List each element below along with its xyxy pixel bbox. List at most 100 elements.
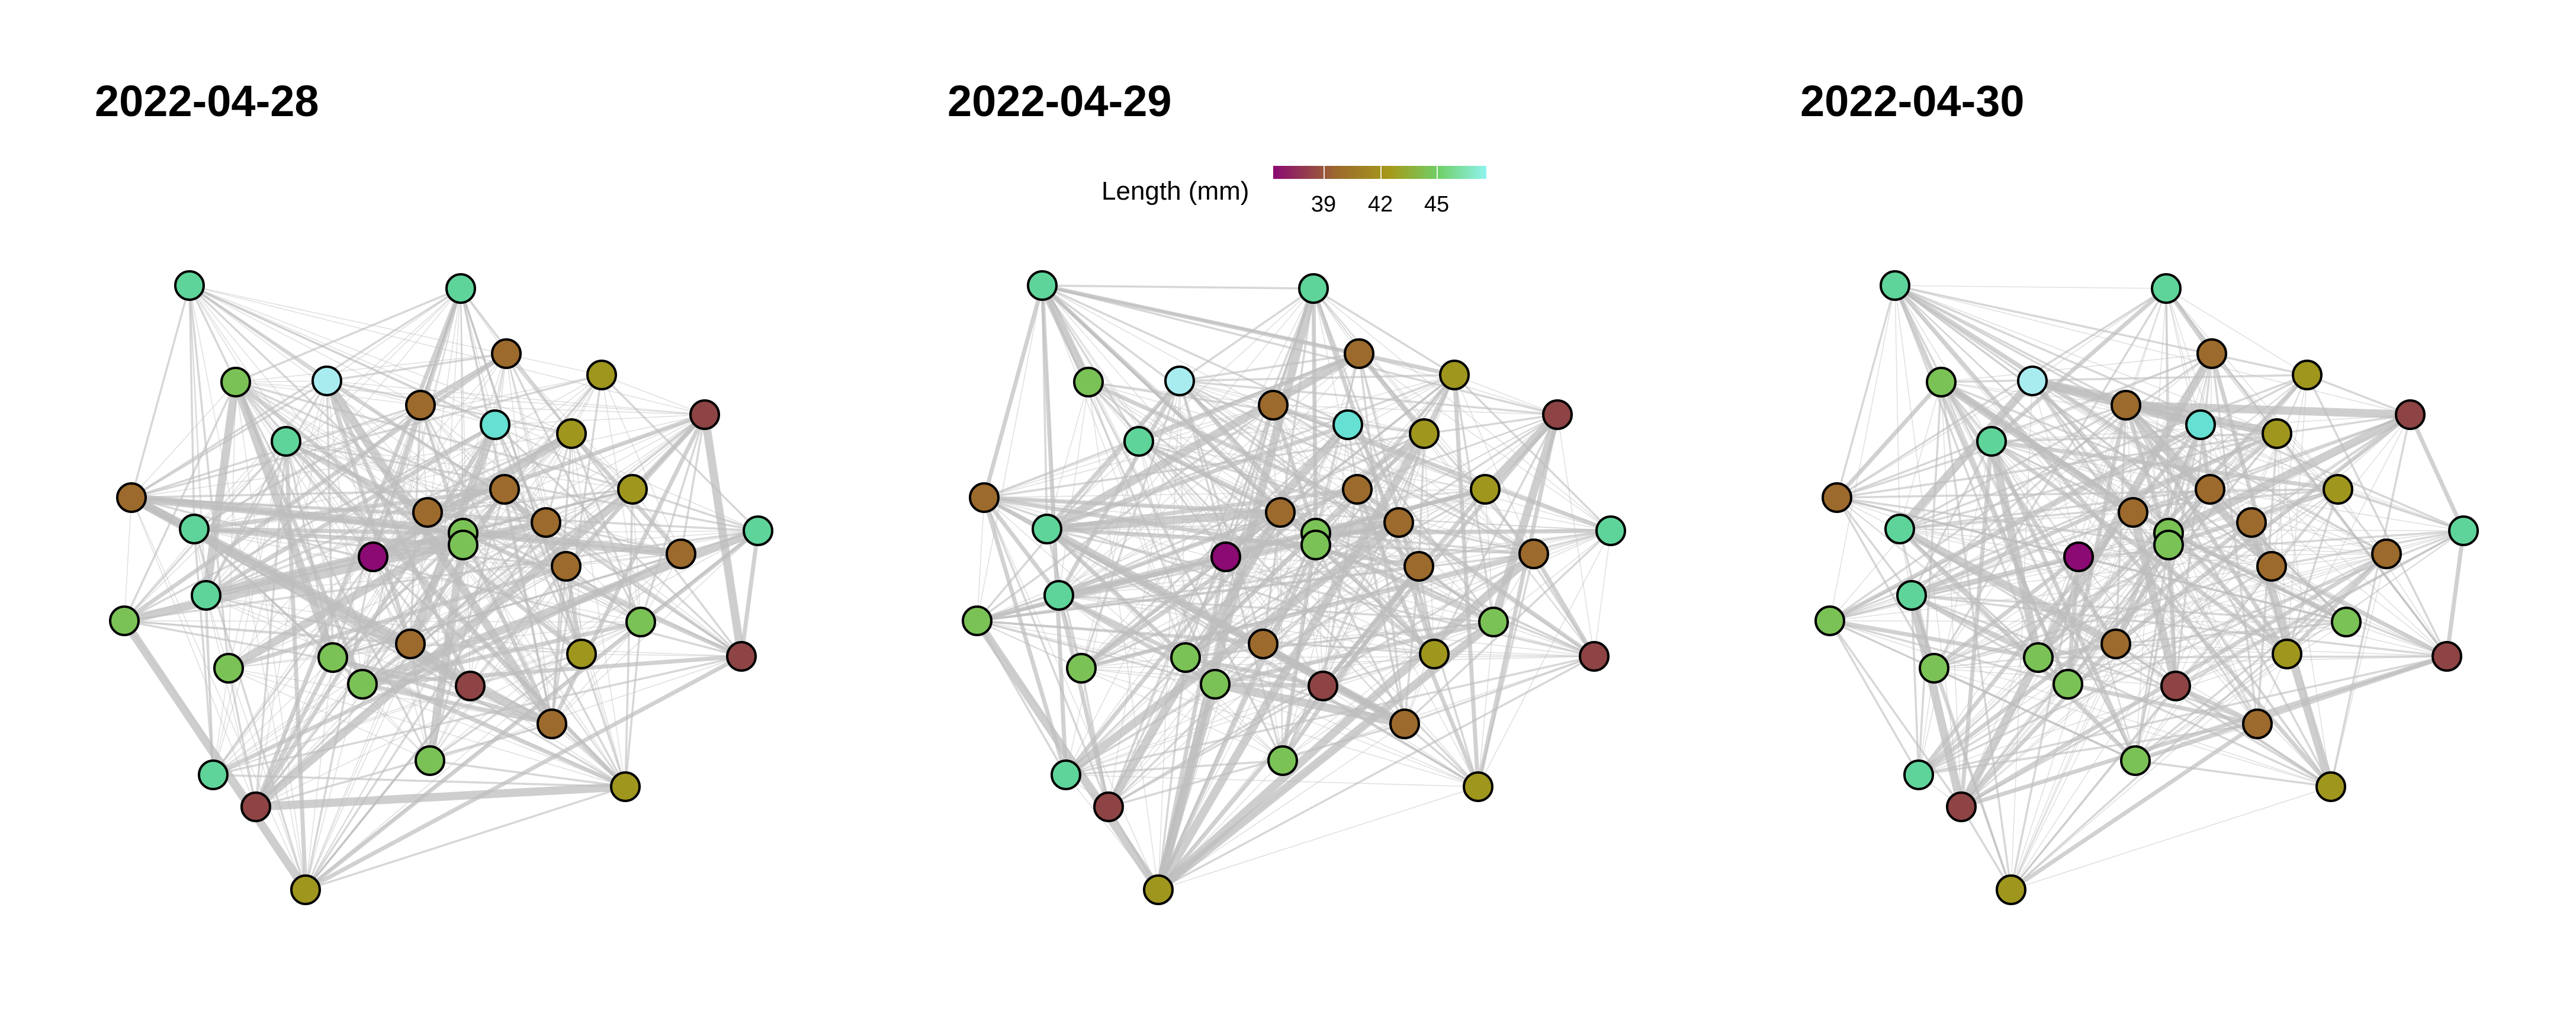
network-edge bbox=[130, 374, 603, 499]
network-edge bbox=[1899, 374, 2308, 530]
network-edge bbox=[1899, 528, 2169, 534]
network-node bbox=[1258, 390, 1289, 421]
network-node bbox=[726, 641, 757, 672]
network-edge bbox=[1185, 657, 1479, 787]
panel-title-2022-04-28: 2022-04-28 bbox=[95, 76, 319, 126]
network-edge bbox=[120, 617, 310, 894]
network-edge bbox=[1179, 380, 1425, 434]
network-edge bbox=[189, 285, 421, 406]
network-edge bbox=[680, 413, 706, 555]
network-edge bbox=[1959, 642, 2118, 809]
network-edge bbox=[1178, 380, 1535, 555]
network-edge bbox=[2166, 288, 2201, 425]
network-edge bbox=[1065, 774, 1159, 890]
network-node bbox=[1903, 759, 1934, 790]
network-edge bbox=[1065, 759, 1284, 776]
network-edge bbox=[1917, 565, 2273, 776]
network-node bbox=[1470, 474, 1501, 505]
network-edge bbox=[2408, 412, 2466, 533]
network-edge bbox=[1907, 591, 1965, 811]
network-node bbox=[743, 515, 773, 546]
network-node bbox=[625, 607, 656, 637]
network-edge bbox=[1225, 556, 1419, 567]
network-edge bbox=[255, 723, 553, 808]
network-node bbox=[1518, 538, 1549, 569]
network-edge bbox=[2168, 533, 2272, 567]
network-edge bbox=[977, 620, 1186, 658]
network-edge bbox=[1107, 556, 1227, 808]
network-edge bbox=[2337, 489, 2447, 657]
network-edge bbox=[1313, 528, 1613, 536]
network-edge bbox=[581, 653, 742, 657]
network-edge bbox=[1836, 488, 2339, 499]
network-edge bbox=[360, 620, 643, 687]
network-edge bbox=[2010, 566, 2272, 890]
network-edge bbox=[2250, 413, 2411, 524]
network-edge bbox=[1894, 285, 2167, 289]
network-edge bbox=[1910, 594, 2347, 623]
network-edge bbox=[1058, 374, 1455, 596]
network-node bbox=[1342, 474, 1373, 505]
panel-title-2022-04-29: 2022-04-29 bbox=[947, 76, 1172, 126]
network-node bbox=[412, 497, 443, 528]
network-edge bbox=[2038, 657, 2176, 687]
network-node bbox=[1595, 515, 1626, 546]
network-node bbox=[317, 642, 348, 673]
network-edge bbox=[205, 553, 682, 596]
network-edge bbox=[2286, 530, 2464, 655]
network-edge bbox=[1154, 680, 1219, 894]
network-edge bbox=[360, 682, 554, 726]
network-panel-2022-04-28 bbox=[109, 270, 773, 905]
network-edge bbox=[571, 433, 626, 787]
legend-tickmark bbox=[1437, 166, 1438, 179]
network-edge bbox=[2031, 380, 2332, 788]
network-edge bbox=[462, 544, 682, 554]
network-node bbox=[969, 482, 1000, 513]
network-edge bbox=[131, 497, 306, 890]
network-edge bbox=[1185, 374, 1455, 658]
network-node bbox=[1822, 482, 1852, 513]
network-edge bbox=[624, 621, 642, 788]
network-edge bbox=[1179, 380, 1358, 490]
network-edge bbox=[2135, 723, 2258, 761]
network-edge bbox=[205, 595, 256, 807]
network-edge bbox=[1989, 439, 2340, 492]
network-edge bbox=[2010, 786, 2331, 890]
network-node bbox=[1946, 791, 1977, 822]
network-edge bbox=[1418, 566, 1494, 623]
network-edge bbox=[304, 685, 471, 891]
network-edge bbox=[1041, 284, 1315, 290]
network-edge bbox=[323, 377, 556, 728]
network-edge bbox=[2135, 288, 2167, 761]
network-edge bbox=[213, 685, 471, 775]
network-edge bbox=[2077, 556, 2347, 623]
network-edge bbox=[1157, 655, 1595, 891]
network-edge bbox=[1933, 657, 2039, 669]
network-edge bbox=[984, 497, 1611, 531]
network-node bbox=[1419, 639, 1450, 669]
network-node bbox=[2017, 366, 2048, 396]
network-edge bbox=[1917, 723, 2259, 776]
network-node bbox=[1896, 580, 1927, 611]
network-edge bbox=[123, 424, 496, 622]
network-edge bbox=[1138, 441, 1405, 725]
network-edge bbox=[2066, 682, 2260, 726]
network-edge bbox=[1960, 806, 2012, 891]
network-edge bbox=[1185, 656, 1595, 658]
network-edge bbox=[1894, 285, 2411, 415]
network-edge bbox=[1911, 353, 2212, 596]
network-edge bbox=[1347, 374, 1455, 425]
network-edge bbox=[2115, 643, 2288, 655]
network-edge bbox=[1911, 544, 2169, 596]
network-edge bbox=[1960, 530, 2465, 808]
network-edge bbox=[228, 621, 641, 669]
network-node bbox=[1248, 629, 1279, 659]
network-edge bbox=[1058, 405, 1274, 596]
network-edge bbox=[551, 723, 626, 787]
network-edge bbox=[212, 556, 374, 776]
network-edge bbox=[581, 553, 682, 655]
network-edge bbox=[130, 380, 328, 499]
network-node bbox=[1043, 580, 1074, 611]
network-edge bbox=[1315, 353, 1360, 546]
network-node bbox=[1880, 270, 1910, 301]
